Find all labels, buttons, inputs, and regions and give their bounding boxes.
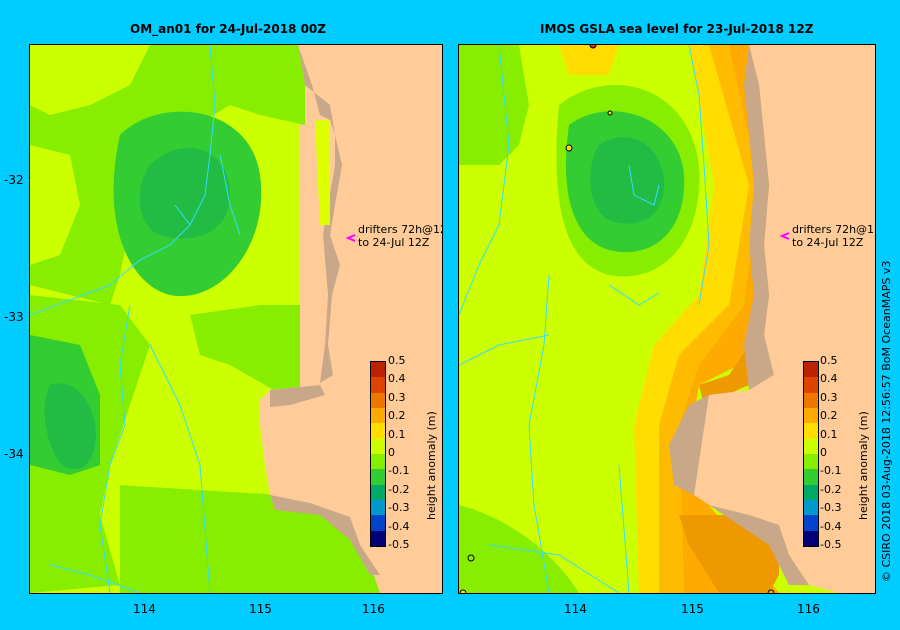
panel-title-right: IMOS GSLA sea level for 23-Jul-2018 12Z (540, 22, 814, 36)
colorbar-tick: 0.1 (388, 427, 406, 441)
colorbar-tick: -0.1 (388, 464, 410, 478)
colorbar-segment (804, 377, 818, 393)
colorbar-segment (371, 484, 385, 500)
colorbar-tick: 0.3 (388, 390, 406, 404)
x-tick-116-left: 116 (362, 602, 385, 616)
colorbar-segment (804, 453, 818, 470)
colorbar-tick: 0 (388, 446, 395, 459)
colorbar-segment (804, 392, 818, 408)
drifter-annotation-left-1: drifters 72h@12h (358, 223, 442, 236)
colorbar-tick: -0.5 (820, 538, 842, 551)
sea-level-map-right: drifters 72h@12h to 24-Jul 12Z (459, 45, 875, 593)
sea-level-map-left: drifters 72h@12h to 24-Jul 12Z (30, 45, 442, 593)
panel-title-left: OM_an01 for 24-Jul-2018 00Z (130, 22, 326, 36)
colorbar-segment (804, 484, 818, 500)
drifter-annotation-right-2: to 24-Jul 12Z (792, 236, 864, 249)
x-tick-114-right: 114 (564, 602, 587, 616)
colorbar-tick: 0.1 (820, 427, 838, 441)
colorbar-tick: -0.2 (820, 482, 842, 496)
colorbar-segment (804, 407, 818, 424)
colorbar-segment (371, 469, 385, 485)
map-panel-right: drifters 72h@12h to 24-Jul 12Z (458, 44, 876, 594)
colorbar-tick: -0.4 (388, 519, 410, 533)
colorbar-tick: 0.2 (820, 409, 838, 423)
colorbar-segment (371, 423, 385, 439)
y-tick-32: -32 (4, 173, 24, 187)
x-tick-114-left: 114 (133, 602, 156, 616)
colorbar-segment (371, 453, 385, 470)
colorbar-segment (371, 499, 385, 516)
x-tick-116-right: 116 (797, 602, 820, 616)
colorbar-segment (804, 438, 818, 454)
colorbar-segment (804, 530, 818, 546)
map-panel-left: drifters 72h@12h to 24-Jul 12Z (29, 44, 443, 594)
colorbar-segment (371, 438, 385, 454)
drifter-annotation-right-1: drifters 72h@12h (792, 223, 875, 236)
colorbar-segment (371, 377, 385, 393)
colorbar-segment (371, 530, 385, 546)
colorbar-tick: -0.2 (388, 482, 410, 496)
colorbar-tick: 0.2 (388, 409, 406, 423)
colorbar-segment (804, 423, 818, 439)
colorbar-segment (371, 392, 385, 408)
colorbar-right-label: height anomaly (m) (857, 411, 870, 520)
colorbar-tick: -0.5 (388, 538, 410, 551)
y-tick-34: -34 (4, 447, 24, 461)
copyright-text: © CSIRO 2018 03-Aug-2018 12:56:57 BoM Oc… (880, 260, 893, 582)
colorbar-segment (804, 469, 818, 485)
colorbar-tick: 0.4 (388, 372, 406, 386)
colorbar-segment (371, 515, 385, 531)
colorbar-tick: 0.4 (820, 372, 838, 386)
colorbar-segment (804, 515, 818, 531)
y-tick-33: -33 (4, 310, 24, 324)
x-tick-115-right: 115 (681, 602, 704, 616)
colorbar-tick: 0.5 (820, 354, 838, 367)
colorbar-segment (804, 499, 818, 516)
colorbar-tick: -0.1 (820, 464, 842, 478)
colorbar-segment (371, 407, 385, 424)
colorbar-left-label: height anomaly (m) (425, 411, 438, 520)
colorbar-tick: 0 (820, 446, 827, 459)
colorbar-right (803, 361, 819, 547)
colorbar-segment (371, 362, 385, 378)
drifter-annotation-left-2: to 24-Jul 12Z (358, 236, 430, 249)
colorbar-tick: -0.3 (820, 501, 842, 515)
colorbar-tick: 0.5 (388, 354, 406, 367)
colorbar-tick: 0.3 (820, 390, 838, 404)
colorbar-tick: -0.3 (388, 501, 410, 515)
colorbar-left (370, 361, 386, 547)
x-tick-115-left: 115 (249, 602, 272, 616)
colorbar-tick: -0.4 (820, 519, 842, 533)
colorbar-segment (804, 362, 818, 378)
